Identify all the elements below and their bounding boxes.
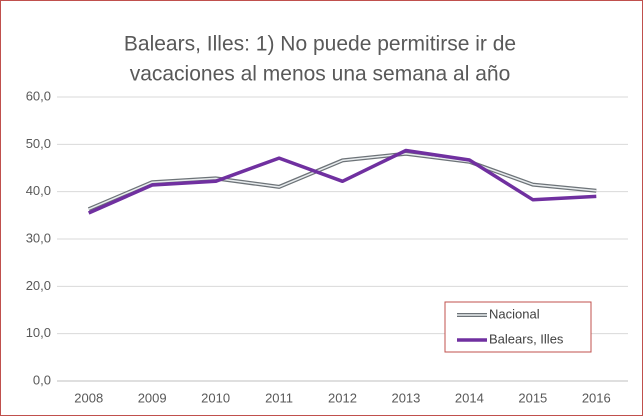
y-tick-label: 50,0 xyxy=(26,136,51,151)
x-tick-label: 2008 xyxy=(74,390,103,405)
y-tick-label: 30,0 xyxy=(26,230,51,245)
x-tick-label: 2014 xyxy=(455,390,484,405)
y-tick-label: 10,0 xyxy=(26,325,51,340)
x-tick-label: 2015 xyxy=(518,390,547,405)
legend-label: Balears, Illes xyxy=(489,331,564,346)
legend-label: Nacional xyxy=(489,306,540,321)
chart-title: Balears, Illes: 1) No puede permitirse i… xyxy=(124,33,516,56)
series-line-inner xyxy=(88,153,597,210)
legend-box xyxy=(444,301,592,353)
y-tick-label: 20,0 xyxy=(26,278,51,293)
x-tick-label: 2016 xyxy=(582,390,611,405)
y-tick-label: 0,0 xyxy=(33,372,51,387)
y-tick-label: 60,0 xyxy=(26,88,51,103)
series-line xyxy=(87,148,597,215)
x-tick-label: 2010 xyxy=(201,390,230,405)
x-tick-label: 2009 xyxy=(138,390,167,405)
chart-title: vacaciones al menos una semana al año xyxy=(130,63,511,86)
x-tick-label: 2011 xyxy=(265,390,293,405)
x-tick-label: 2013 xyxy=(391,390,420,405)
y-tick-label: 40,0 xyxy=(26,183,51,198)
x-tick-label: 2012 xyxy=(328,390,357,405)
